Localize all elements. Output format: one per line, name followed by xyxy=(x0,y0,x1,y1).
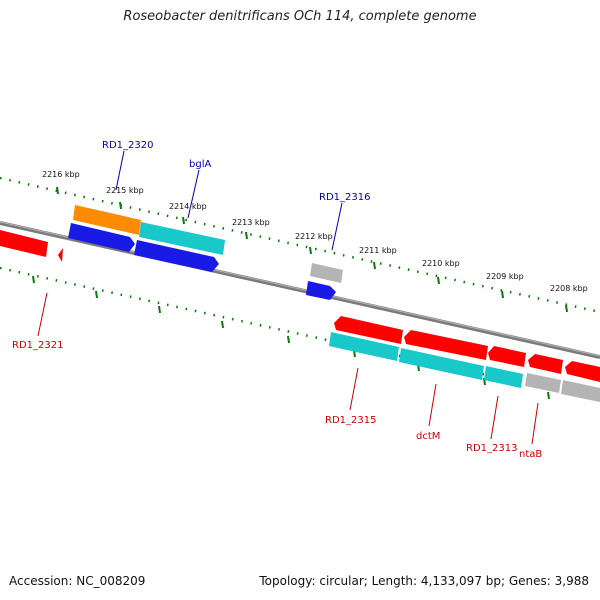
major-tick xyxy=(287,335,290,344)
tick-label: 2216 kbp xyxy=(42,170,80,179)
major-tick xyxy=(95,290,98,299)
genome-summary-text: Topology: circular; Length: 4,133,097 bp… xyxy=(259,574,589,588)
major-tick xyxy=(56,186,59,195)
major-tick xyxy=(182,216,185,225)
tick-label: 2210 kbp xyxy=(422,259,460,268)
map-title: Roseobacter denitrificans OCh 114, compl… xyxy=(123,9,477,24)
gene-red-rev-4[interactable] xyxy=(528,354,563,374)
major-tick xyxy=(119,201,122,210)
leader-rd1-2321 xyxy=(37,292,48,337)
tick-label: 2215 kbp xyxy=(106,186,144,195)
gene-red-rev-1[interactable] xyxy=(334,316,403,344)
gene-grey-fwd[interactable] xyxy=(310,263,343,283)
leader-ntab xyxy=(531,402,539,445)
major-tick xyxy=(245,231,248,240)
gene-grey-rev[interactable] xyxy=(561,380,600,402)
leader-rd1-2315 xyxy=(349,367,359,411)
accession-text: Accession: NC_008209 xyxy=(9,574,146,588)
leader-rd1-2316 xyxy=(331,202,343,251)
gene-label-rd1-2313: RD1_2313 xyxy=(466,443,517,454)
tick-label: 2211 kbp xyxy=(359,246,397,255)
gene-red-rev-5[interactable] xyxy=(565,361,600,382)
gene-red-rev-2[interactable] xyxy=(404,330,488,360)
gene-ntab-grey[interactable] xyxy=(525,373,561,393)
tick-label: 2208 kbp xyxy=(550,284,588,293)
gene-dctm[interactable] xyxy=(399,348,484,380)
gene-rd1-2320[interactable] xyxy=(73,205,141,235)
gene-red-rev-3[interactable] xyxy=(488,346,526,367)
tick-label: 2214 kbp xyxy=(169,202,207,211)
major-tick xyxy=(309,246,312,255)
major-tick xyxy=(158,305,161,314)
gene-label-rd1-2320: RD1_2320 xyxy=(102,140,153,151)
gene-label-rd1-2321: RD1_2321 xyxy=(12,340,63,351)
gene-rd1-2320-blue[interactable] xyxy=(68,223,135,252)
leader-bgla xyxy=(187,169,200,219)
inner-major-ticks xyxy=(32,275,550,400)
gene-rd1-2313[interactable] xyxy=(484,366,523,388)
major-tick xyxy=(373,261,376,270)
tick-label: 2213 kbp xyxy=(232,218,270,227)
outer-major-ticks xyxy=(56,186,568,313)
inner-tick-track xyxy=(0,266,600,402)
gene-rd1-2321[interactable] xyxy=(0,230,48,257)
major-tick xyxy=(501,290,504,299)
gene-red-small[interactable] xyxy=(58,248,63,262)
major-tick xyxy=(565,304,568,313)
major-tick xyxy=(437,276,440,285)
gene-label-bgla: bglA xyxy=(189,159,211,170)
genome-backbone xyxy=(0,221,600,359)
major-tick xyxy=(221,320,224,329)
gene-label-dctm: dctM xyxy=(416,431,440,442)
outer-tick-track xyxy=(0,176,600,314)
label-leaders xyxy=(37,150,539,445)
major-tick xyxy=(547,391,550,400)
leader-rd1-2313 xyxy=(490,395,499,440)
leader-rd1-2320 xyxy=(115,150,125,191)
gene-label-ntab: ntaB xyxy=(519,449,542,460)
major-tick xyxy=(32,275,35,284)
gene-label-rd1-2316: RD1_2316 xyxy=(319,192,370,203)
gene-bgla-cyan[interactable] xyxy=(139,222,225,255)
gene-label-rd1-2315: RD1_2315 xyxy=(325,415,376,426)
tick-label: 2212 kbp xyxy=(295,232,333,241)
gene-rd1-2315[interactable] xyxy=(329,332,399,361)
gene-rd1-2316[interactable] xyxy=(306,281,336,300)
tick-label: 2209 kbp xyxy=(486,272,524,281)
gene-bgla-blue[interactable] xyxy=(134,240,219,272)
leader-dctm xyxy=(428,383,437,427)
